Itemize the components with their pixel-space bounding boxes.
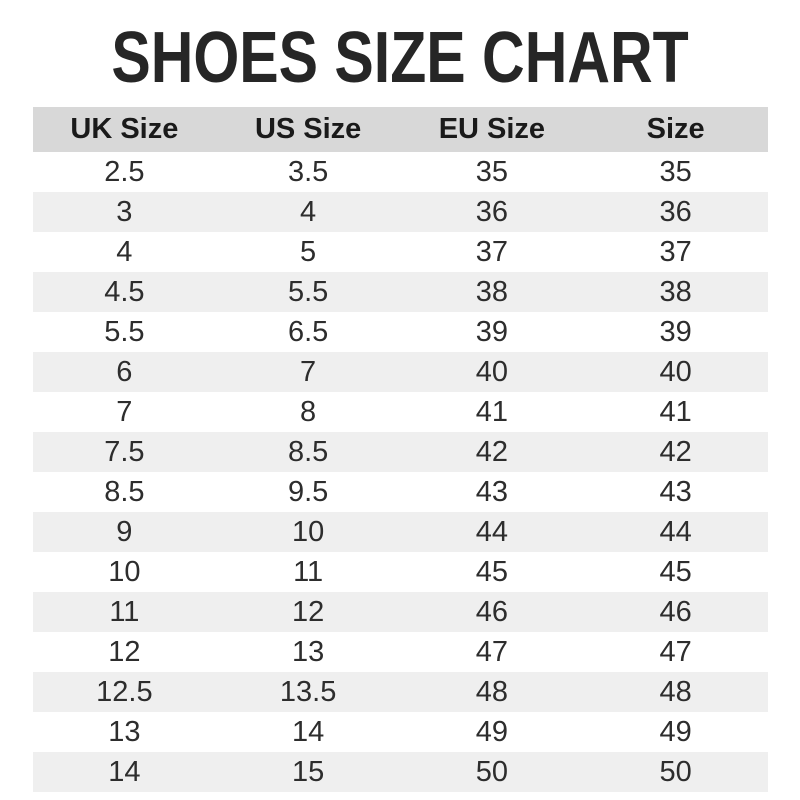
size-cell: 8.5: [104, 475, 145, 508]
size-cell: 35: [659, 155, 692, 188]
size-cell: 43: [475, 475, 508, 508]
table-row: 3 4 36 36: [32, 192, 768, 232]
size-cell: 48: [659, 675, 692, 708]
table-row: 4.5 5.5 38 38: [32, 272, 768, 312]
table-row: 14 15 50 50: [32, 752, 768, 792]
size-cell: 12.5: [96, 675, 153, 708]
size-cell: 45: [475, 555, 508, 588]
table-row: 12 13 47 47: [32, 632, 768, 672]
size-cell: 2.5: [104, 155, 145, 188]
size-cell: 12: [291, 595, 325, 628]
size-cell: 42: [475, 435, 508, 468]
table-row: 10 11 45 45: [32, 552, 768, 592]
table-row: 5.5 6.5 39 39: [32, 312, 768, 352]
size-cell: 45: [659, 555, 692, 588]
size-cell: 5.5: [104, 315, 145, 348]
size-cell: 37: [659, 235, 692, 268]
size-cell: 13: [108, 715, 141, 748]
table-row: 9 10 44 44: [32, 512, 768, 552]
size-cell: 36: [475, 195, 508, 228]
size-cell: 11: [293, 555, 324, 588]
size-cell: 8.5: [287, 435, 329, 468]
size-cell: 47: [475, 635, 508, 668]
size-cell: 46: [475, 595, 508, 628]
size-cell: 4: [300, 195, 317, 228]
size-cell: 49: [659, 715, 692, 748]
page-title: SHOES SIZE CHART: [111, 18, 689, 98]
size-cell: 7.5: [104, 435, 145, 468]
table-row: 7 8 41 41: [32, 392, 768, 432]
size-cell: 38: [475, 275, 508, 308]
size-cell: 39: [475, 315, 508, 348]
table-row: 2.5 3.5 35 35: [32, 152, 768, 192]
table-row: 11 12 46 46: [32, 592, 768, 632]
size-cell: 13.5: [279, 675, 337, 708]
column-header-us-size: US Size: [216, 107, 400, 152]
size-cell: 38: [659, 275, 692, 308]
size-cell: 15: [291, 755, 325, 788]
size-cell: 42: [659, 435, 692, 468]
size-cell: 50: [475, 755, 508, 788]
table-header: UK Size US Size EU Size Size: [32, 107, 768, 152]
size-cell: 40: [659, 355, 692, 388]
size-cell: 8: [300, 395, 317, 428]
size-cell: 13: [291, 635, 325, 668]
table-row: 6 7 40 40: [32, 352, 768, 392]
size-cell: 44: [659, 515, 692, 548]
size-cell: 11: [109, 595, 140, 628]
size-cell: 6: [116, 355, 133, 388]
size-cell: 46: [659, 595, 692, 628]
table-row: 13 14 49 49: [32, 712, 768, 752]
size-cell: 37: [475, 235, 508, 268]
size-cell: 10: [108, 555, 141, 588]
table-header-row: UK Size US Size EU Size Size: [32, 107, 768, 152]
size-cell: 14: [291, 715, 325, 748]
size-chart-table: UK Size US Size EU Size Size 2.5 3.5 35 35 3…: [32, 107, 768, 792]
size-cell: 3: [116, 195, 133, 228]
size-cell: 39: [659, 315, 692, 348]
table-body: 2.5 3.5 35 35 3 4 36 36 4 5 37 37 4.5 5.5 38 38 5.5 6.5 39…: [32, 152, 768, 792]
size-cell: 6.5: [287, 315, 329, 348]
size-cell: 41: [475, 395, 508, 428]
column-header-uk-size: UK Size: [32, 107, 217, 152]
size-cell: 47: [659, 635, 692, 668]
size-cell: 50: [659, 755, 692, 788]
size-cell: 4: [116, 235, 133, 268]
size-cell: 7: [300, 355, 317, 388]
column-header-size: Size: [583, 107, 768, 152]
size-cell: 3.5: [287, 155, 329, 188]
size-cell: 43: [659, 475, 692, 508]
size-cell: 48: [475, 675, 508, 708]
column-header-eu-size: EU Size: [400, 107, 584, 152]
size-cell: 41: [659, 395, 692, 428]
size-cell: 5: [300, 235, 317, 268]
size-cell: 10: [291, 515, 325, 548]
size-cell: 49: [475, 715, 508, 748]
size-cell: 12: [108, 635, 141, 668]
table-row: 4 5 37 37: [32, 232, 768, 272]
size-cell: 5.5: [287, 275, 329, 308]
size-cell: 4.5: [104, 275, 145, 308]
size-cell: 14: [108, 755, 141, 788]
size-cell: 35: [475, 155, 508, 188]
table-row: 12.5 13.5 48 48: [32, 672, 768, 712]
size-cell: 7: [116, 395, 133, 428]
size-cell: 9: [116, 515, 133, 548]
table-row: 8.5 9.5 43 43: [32, 472, 768, 512]
size-cell: 9.5: [287, 475, 329, 508]
size-cell: 44: [475, 515, 508, 548]
table-row: 7.5 8.5 42 42: [32, 432, 768, 472]
size-cell: 40: [475, 355, 508, 388]
size-cell: 36: [659, 195, 692, 228]
